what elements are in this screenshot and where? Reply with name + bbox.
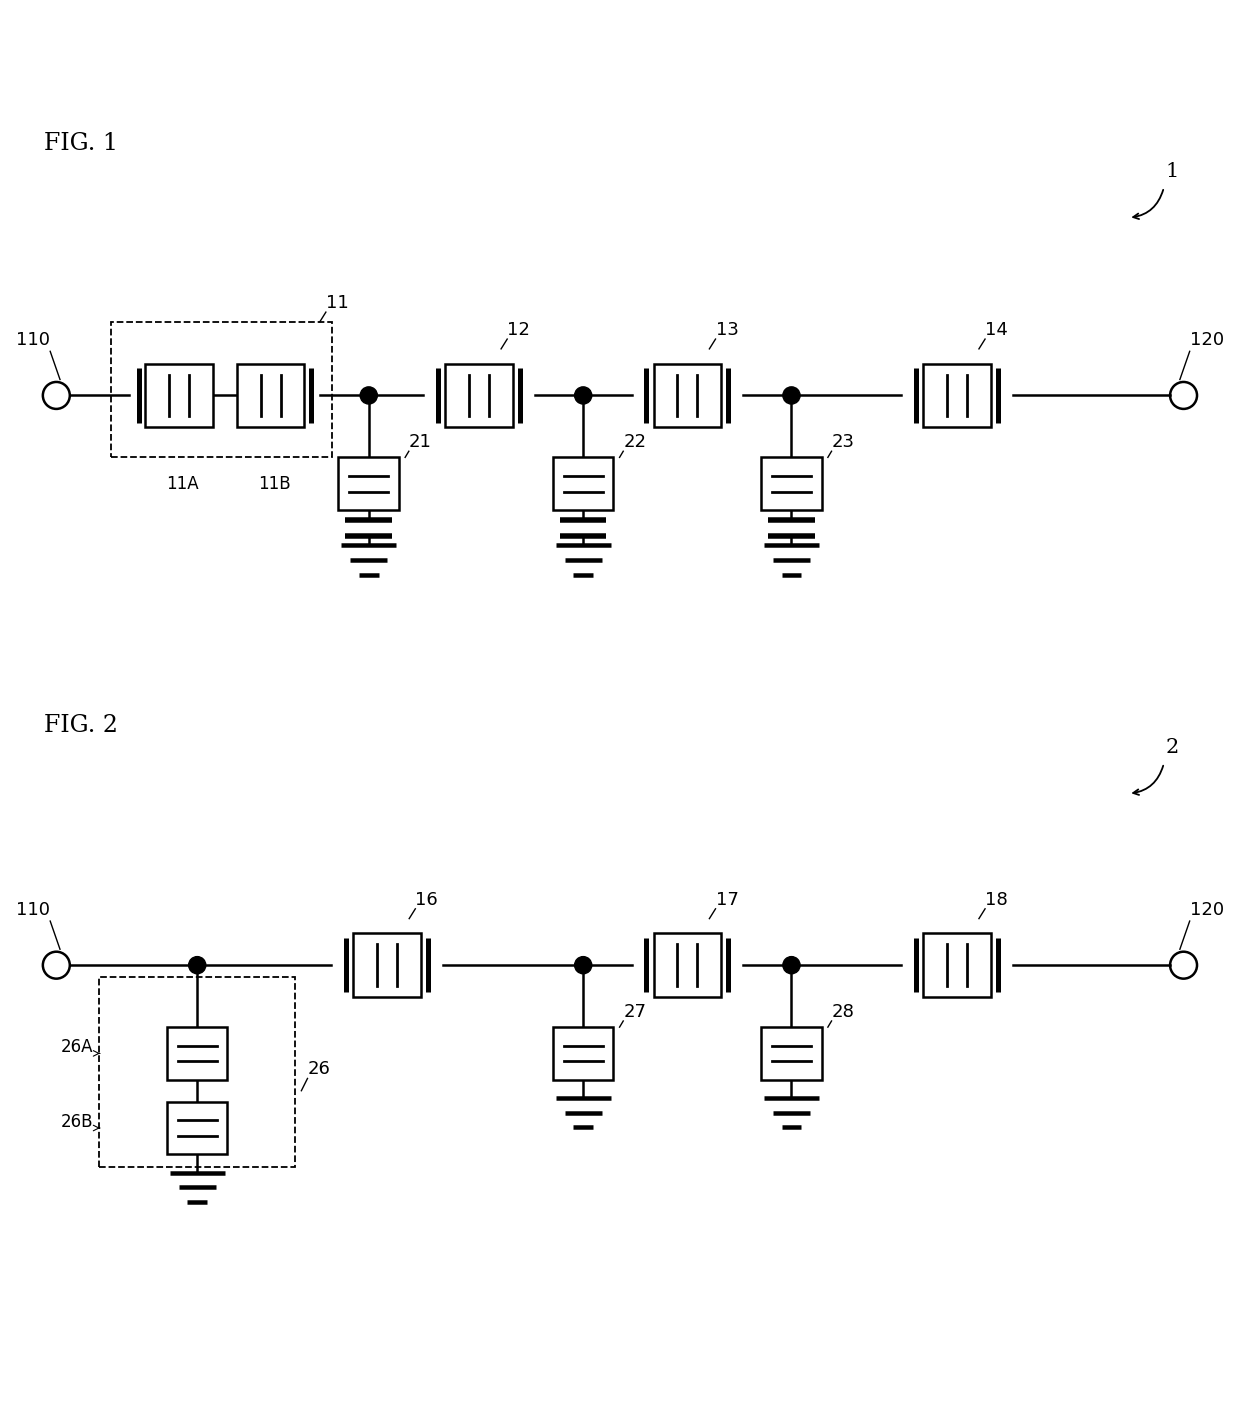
Bar <box>761 1027 822 1080</box>
Bar <box>167 1027 227 1080</box>
Bar <box>353 934 420 997</box>
Text: FIG. 2: FIG. 2 <box>45 714 118 737</box>
Text: 13: 13 <box>715 321 738 338</box>
Circle shape <box>782 957 800 974</box>
Circle shape <box>574 387 591 404</box>
Circle shape <box>360 387 377 404</box>
Circle shape <box>188 957 206 974</box>
Bar <box>99 977 295 1167</box>
Text: 22: 22 <box>624 433 646 451</box>
Text: 11B: 11B <box>258 476 291 493</box>
Bar <box>445 364 512 427</box>
Bar <box>112 321 332 457</box>
Bar <box>145 364 212 427</box>
Text: 14: 14 <box>985 321 1008 338</box>
Bar <box>553 1027 614 1080</box>
Bar <box>761 457 822 510</box>
Text: 28: 28 <box>832 1002 854 1021</box>
Text: 12: 12 <box>507 321 529 338</box>
Text: 21: 21 <box>409 433 432 451</box>
Text: 26B: 26B <box>61 1112 93 1131</box>
Text: 110: 110 <box>16 901 50 918</box>
Bar <box>924 934 991 997</box>
Text: 1: 1 <box>1166 161 1178 181</box>
Text: 26: 26 <box>308 1061 330 1078</box>
Text: 110: 110 <box>16 331 50 348</box>
Bar <box>924 364 991 427</box>
Text: 26A: 26A <box>61 1038 93 1057</box>
Text: 16: 16 <box>415 891 438 908</box>
Text: 23: 23 <box>832 433 854 451</box>
Bar <box>339 457 399 510</box>
Circle shape <box>574 957 591 974</box>
Bar <box>553 457 614 510</box>
Text: 11A: 11A <box>166 476 200 493</box>
Bar <box>653 934 720 997</box>
Text: 120: 120 <box>1189 901 1224 918</box>
Text: 17: 17 <box>715 891 738 908</box>
Text: 2: 2 <box>1166 738 1178 757</box>
Text: 18: 18 <box>985 891 1008 908</box>
Bar <box>237 364 305 427</box>
Text: FIG. 1: FIG. 1 <box>45 131 118 156</box>
Text: 120: 120 <box>1189 331 1224 348</box>
Circle shape <box>782 387 800 404</box>
Text: 11: 11 <box>326 294 348 313</box>
Bar <box>653 364 720 427</box>
Text: 27: 27 <box>624 1002 646 1021</box>
Bar <box>167 1102 227 1154</box>
